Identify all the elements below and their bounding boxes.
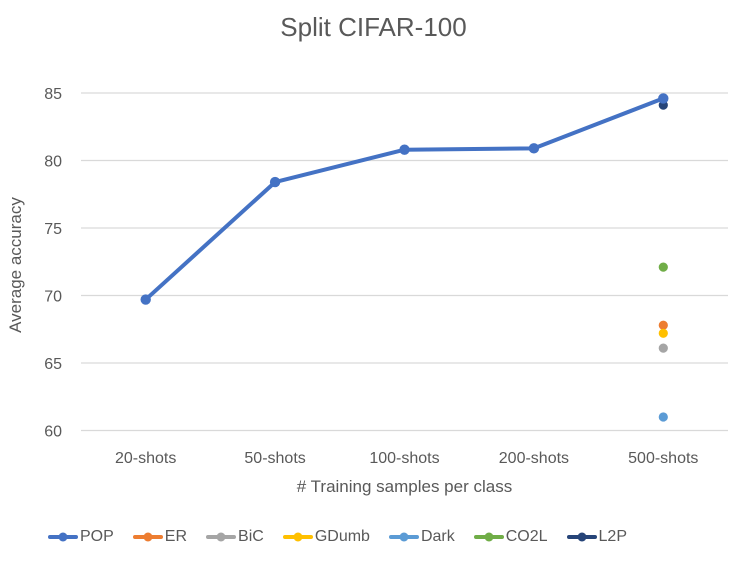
legend: POP ER BiC GDumb Dark CO2L L2P [48, 529, 737, 545]
point-Dark [658, 412, 668, 422]
point-GDumb [658, 328, 668, 338]
y-tick-label: 80 [44, 154, 62, 171]
legend-item-GDumb: GDumb [282, 528, 370, 545]
x-tick-label: 200-shots [499, 450, 569, 467]
legend-dot-icon [293, 532, 303, 542]
legend-marker-icon [566, 532, 597, 542]
legend-label: Dark [420, 528, 455, 545]
point-POP [528, 143, 540, 154]
legend-marker-icon [206, 532, 237, 542]
y-tick-label: 65 [44, 356, 62, 373]
x-tick-label: 100-shots [369, 450, 439, 467]
y-tick-label: 60 [44, 424, 62, 441]
legend-marker-icon [132, 532, 163, 542]
y-tick-label: 70 [44, 289, 62, 306]
line-POP [143, 96, 666, 302]
legend-label: GDumb [314, 528, 370, 545]
legend-dot-icon [399, 532, 409, 542]
legend-marker-icon [282, 532, 313, 542]
x-tick-label: 20-shots [115, 450, 176, 467]
legend-dot-icon [484, 532, 494, 542]
x-tick-label: 50-shots [244, 450, 305, 467]
legend-label: POP [80, 528, 114, 545]
legend-label: ER [164, 528, 188, 545]
legend-item-L2P: L2P [566, 528, 627, 545]
point-POP [140, 294, 151, 305]
x-axis-title: # Training samples per class [296, 477, 513, 496]
chart-title: Split CIFAR-100 [280, 12, 467, 42]
point-BiC [658, 343, 668, 353]
point-ER [658, 320, 668, 330]
point-POP [658, 93, 669, 104]
legend-item-POP: POP [48, 529, 114, 545]
legend-marker-icon [48, 532, 78, 542]
legend-label: CO2L [505, 528, 548, 545]
legend-dot-icon [216, 532, 226, 542]
legend-marker-icon [473, 532, 504, 542]
legend-dot-icon [143, 532, 153, 542]
y-tick-label: 75 [44, 221, 62, 238]
point-POP [399, 144, 410, 155]
point-POP [269, 176, 281, 188]
legend-label: BiC [238, 528, 264, 545]
legend-item-Dark: Dark [388, 528, 455, 545]
legend-label: L2P [598, 528, 627, 545]
legend-item-ER: ER [132, 528, 188, 545]
point-CO2L [658, 262, 668, 272]
legend-marker-icon [388, 532, 419, 542]
legend-dot-icon [577, 532, 587, 542]
legend-item-CO2L: CO2L [473, 528, 548, 545]
y-tick-label: 85 [44, 86, 62, 103]
x-tick-label: 500-shots [628, 450, 698, 467]
legend-item-BiC: BiC [206, 529, 264, 545]
legend-dot-icon [58, 532, 68, 542]
